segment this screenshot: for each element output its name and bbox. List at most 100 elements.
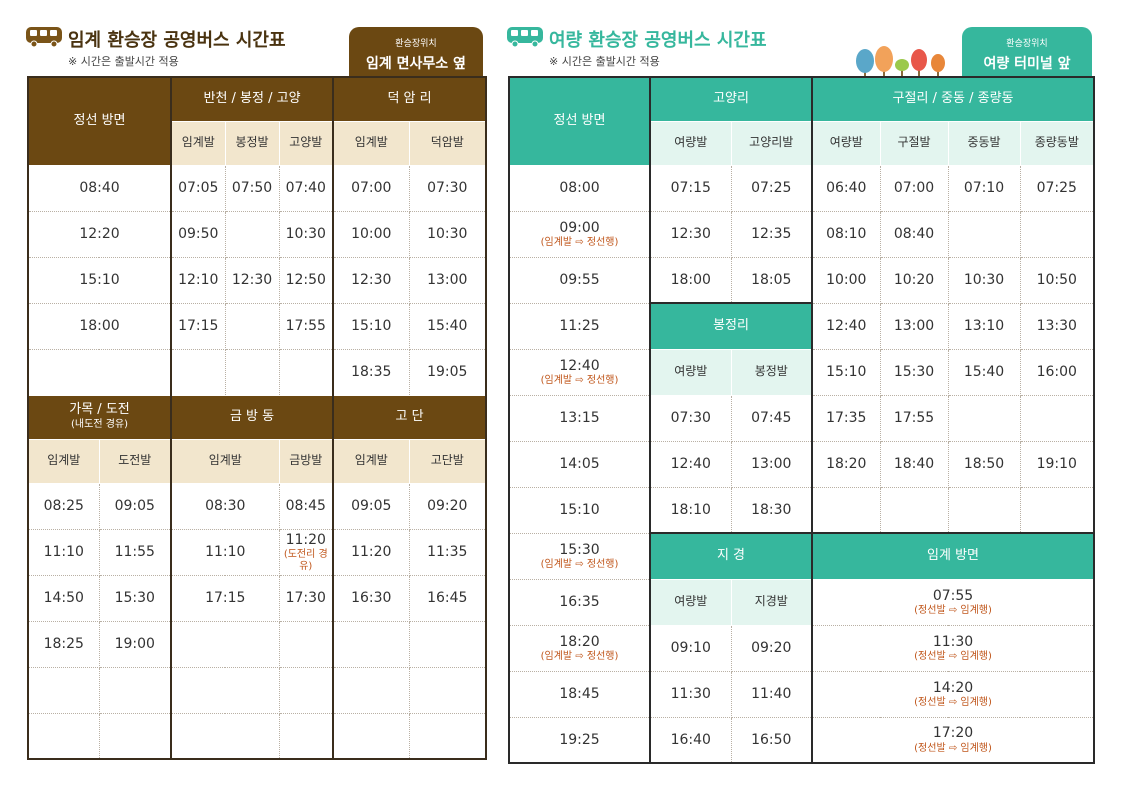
subheader: 봉정발 (730, 348, 814, 396)
time-cell: 17:20 (정선발 ⇨ 임계행) (811, 716, 1095, 764)
time-cell: 11:20 (도전리 경유) (278, 528, 335, 576)
time-cell: 14:05 (508, 440, 651, 488)
time-cell (278, 620, 335, 668)
time-cell: 15:30 (98, 574, 173, 622)
time-cell: 12:20 (27, 210, 173, 258)
time-cell (408, 620, 487, 668)
time-cell: 15:30 (879, 348, 949, 396)
time-cell: 07:45 (730, 394, 814, 442)
time-cell (98, 666, 173, 714)
time-cell: 11:40 (730, 670, 814, 718)
subheader: 금방발 (278, 438, 335, 484)
time-cell (1019, 486, 1095, 534)
table-row: 08:00 07:15 07:25 06:40 07:00 07:10 07:2… (508, 164, 1095, 212)
time-cell (332, 620, 410, 668)
table-row: 14:05 12:40 13:00 18:20 18:40 18:50 19:1… (508, 440, 1095, 488)
time-cell: 08:25 (27, 482, 100, 530)
time-cell: 16:00 (1019, 348, 1095, 396)
subheader: 봉정발 (224, 120, 280, 166)
right-location-box: 환승장위치 여량 터미널 앞 (962, 27, 1092, 76)
time-cell: 12:40 (649, 440, 732, 488)
header-imgye: 임계 방면 (811, 532, 1095, 580)
time-value: 14:20 (932, 679, 974, 696)
route-note: (정선발 ⇨ 임계행) (914, 604, 992, 616)
time-cell: 18:45 (508, 670, 651, 718)
subheader: 고단발 (408, 438, 487, 484)
time-cell: 17:15 (170, 574, 280, 622)
time-cell: 09:20 (408, 482, 487, 530)
route-note: (정선발 ⇨ 임계행) (914, 742, 992, 754)
table-row: 18:25 19:00 (27, 620, 487, 668)
table-row: 18:00 17:15 17:55 15:10 15:40 (27, 302, 487, 350)
time-cell: 09:10 (649, 624, 732, 672)
time-value: 07:55 (932, 587, 974, 604)
right-title: 여량 환승장 공영버스 시간표 (549, 30, 767, 51)
time-cell (278, 666, 335, 714)
right-location-name: 여량 터미널 앞 (983, 56, 1071, 72)
table-row: 18:35 19:05 (27, 348, 487, 396)
time-cell: 15:10 (811, 348, 881, 396)
time-cell: 12:30 (649, 210, 732, 258)
time-cell: 07:05 (170, 164, 226, 212)
time-cell: 07:40 (278, 164, 335, 212)
time-cell: 18:20 (임계발 ⇨ 정선행) (508, 624, 651, 672)
time-cell: 07:55 (정선발 ⇨ 임계행) (811, 578, 1095, 626)
table-row: 11:10 11:55 11:10 11:20 (도전리 경유) 11:20 1… (27, 528, 487, 576)
route-note: (임계발 ⇨ 정선행) (540, 374, 619, 386)
table-row: 19:25 16:40 16:50 17:20 (정선발 ⇨ 임계행) (508, 716, 1095, 764)
yeoryang-timetable: 정선 방면 고양리 구절리 / 중동 / 종량동 여량발 고양리발 여량발 구절… (508, 76, 1096, 764)
time-cell: 07:25 (730, 164, 814, 212)
time-cell (947, 486, 1021, 534)
left-title: 임계 환승장 공영버스 시간표 (68, 30, 286, 51)
time-cell: 09:00 (임계발 ⇨ 정선행) (508, 210, 651, 258)
time-cell (170, 348, 226, 396)
time-cell: 12:10 (170, 256, 226, 304)
time-value: 12:40 (559, 357, 600, 374)
table-row: 08:25 09:05 08:30 08:45 09:05 09:20 (27, 482, 487, 530)
time-cell: 18:00 (27, 302, 173, 350)
time-cell: 11:35 (408, 528, 487, 576)
header-godan: 고 단 (332, 394, 487, 440)
time-cell: 13:10 (947, 302, 1021, 350)
time-cell (879, 486, 949, 534)
time-cell (408, 666, 487, 714)
table-row: 09:00 (임계발 ⇨ 정선행) 12:30 12:35 08:10 08:40 (508, 210, 1095, 258)
table-row: 14:50 15:30 17:15 17:30 16:30 16:45 (27, 574, 487, 622)
right-location-label: 환승장위치 (1006, 39, 1048, 49)
time-cell: 10:30 (408, 210, 487, 258)
subheader: 여량발 (649, 578, 732, 626)
time-cell (224, 302, 280, 350)
header-jigyeong: 지 경 (649, 532, 814, 580)
left-note: ※ 시간은 출발시간 적용 (68, 55, 179, 68)
time-cell: 09:50 (170, 210, 226, 258)
time-cell (170, 620, 280, 668)
subheader: 임계발 (27, 438, 100, 484)
time-cell (224, 210, 280, 258)
time-cell (1019, 210, 1095, 258)
table-row: 11:25 봉정리 12:40 13:00 13:10 13:30 (508, 302, 1095, 350)
time-cell: 09:05 (98, 482, 173, 530)
time-value: 08:00 (559, 179, 600, 196)
table-row: 18:45 11:30 11:40 14:20 (정선발 ⇨ 임계행) (508, 670, 1095, 718)
table-row: 15:10 18:10 18:30 (508, 486, 1095, 534)
route-note: (임계발 ⇨ 정선행) (540, 650, 619, 662)
time-cell: 15:10 (332, 302, 410, 350)
time-cell: 19:00 (98, 620, 173, 668)
time-cell: 18:50 (947, 440, 1021, 488)
header-goyang: 고양리 (649, 76, 814, 122)
time-value: 14:05 (559, 455, 600, 472)
time-value: 18:45 (559, 685, 600, 702)
header-deokam: 덕 암 리 (332, 76, 487, 122)
time-cell: 08:40 (27, 164, 173, 212)
time-cell: 16:30 (332, 574, 410, 622)
time-value: 19:25 (559, 731, 600, 748)
time-cell: 13:30 (1019, 302, 1095, 350)
time-cell: 15:10 (508, 486, 651, 534)
table-row (27, 666, 487, 714)
time-cell: 08:40 (879, 210, 949, 258)
table-row: 16:35 여량발 지경발 07:55 (정선발 ⇨ 임계행) (508, 578, 1095, 626)
subheader: 종량동발 (1019, 120, 1095, 166)
subheader: 임계발 (332, 120, 410, 166)
table-row: 12:40 (임계발 ⇨ 정선행) 여량발 봉정발 15:10 15:30 15:… (508, 348, 1095, 396)
time-cell: 16:35 (508, 578, 651, 626)
